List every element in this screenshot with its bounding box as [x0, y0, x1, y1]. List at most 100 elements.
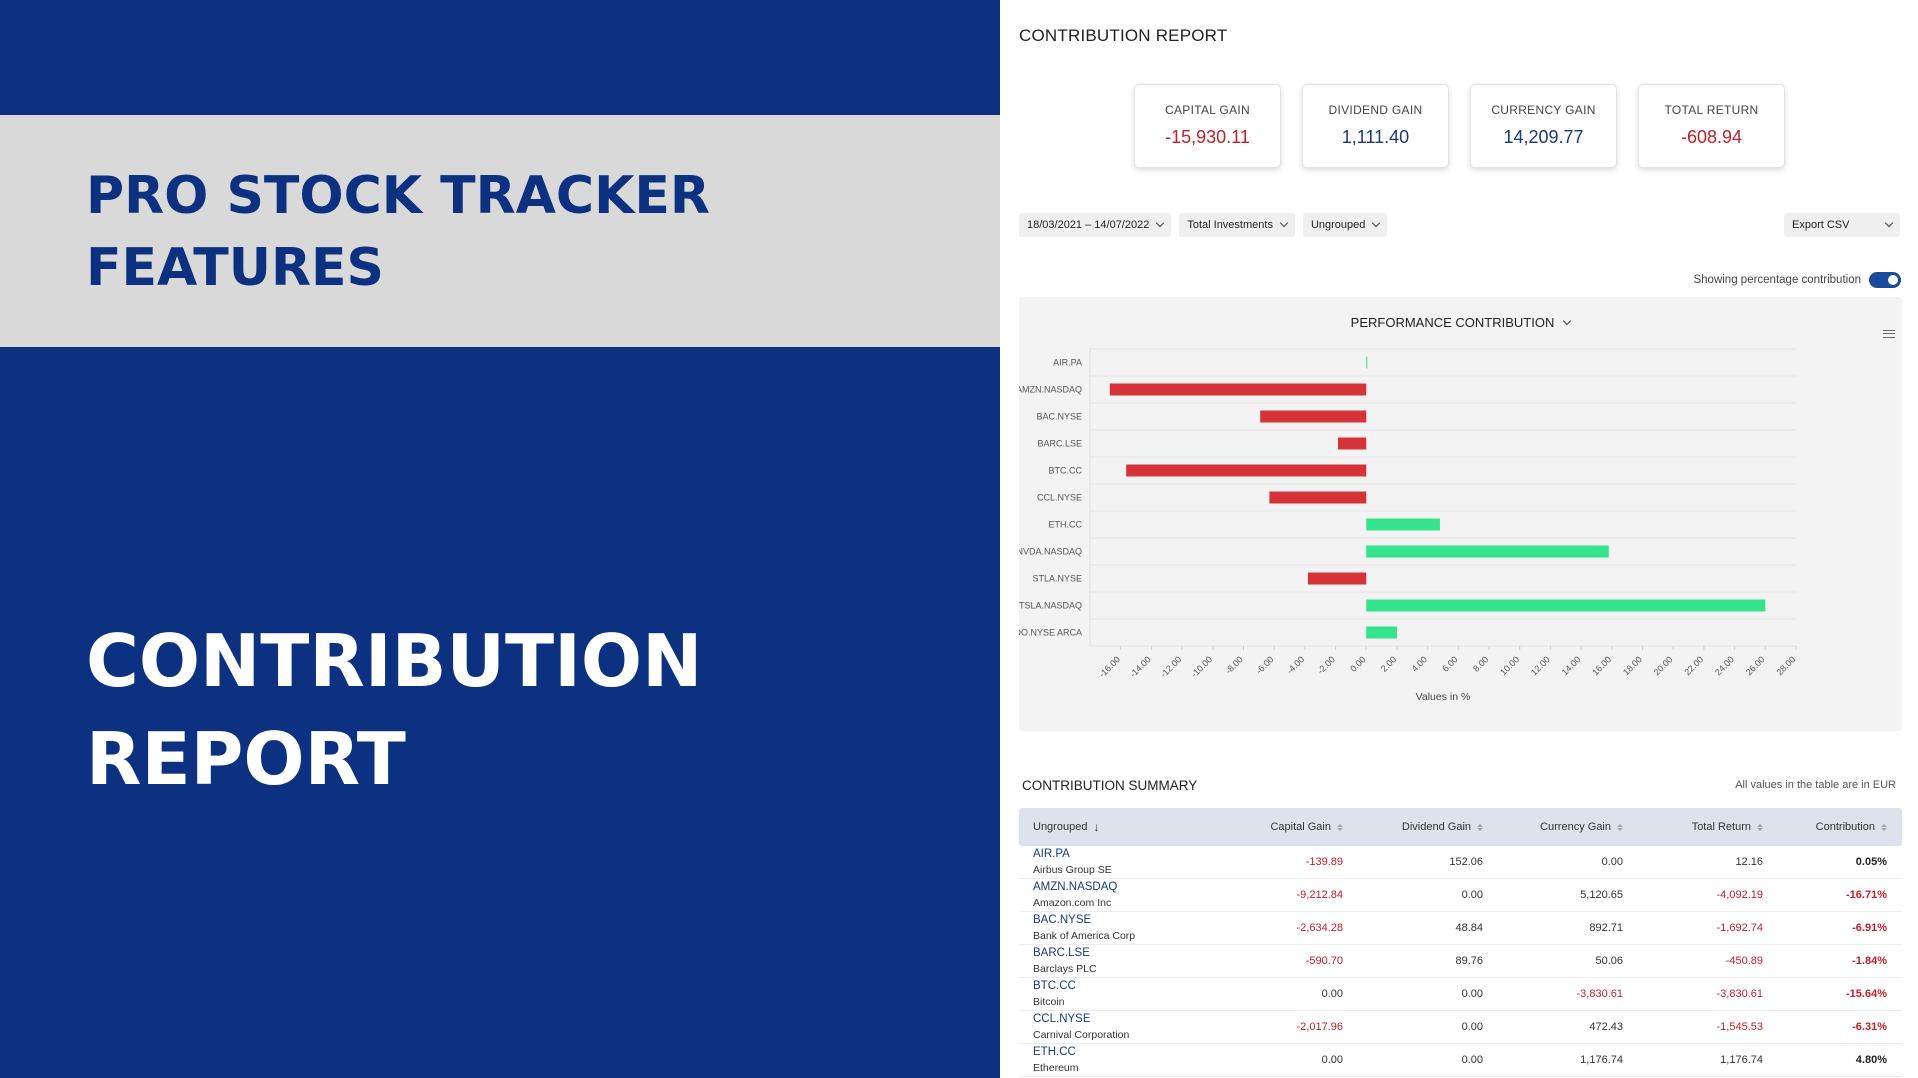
- category-label: BTC.CC: [1049, 466, 1083, 476]
- contribution-cell: -15.64%: [1846, 988, 1887, 1000]
- instrument-cell: BAC.NYSE Bank of America Corp: [1019, 914, 1211, 943]
- bar-nvda-nasdaq: [1366, 545, 1609, 558]
- chevron-down-icon: [1884, 218, 1894, 228]
- sort-icon: [1881, 823, 1887, 831]
- currency-cell: -3,830.61: [1576, 988, 1623, 1000]
- total-cell: -4,092.19: [1716, 889, 1763, 901]
- bar-ccl-nyse: [1269, 491, 1367, 504]
- table-row[interactable]: CCL.NYSE Carnival Corporation -2,017.96 0.0…: [1019, 1011, 1902, 1044]
- date-range-select[interactable]: 18/03/2021 – 14/07/2022: [1019, 213, 1172, 237]
- column-header-total-return[interactable]: Total Return: [1623, 821, 1763, 833]
- column-header-currency-gain[interactable]: Currency Gain: [1483, 821, 1623, 833]
- column-header-dividend-gain[interactable]: Dividend Gain: [1343, 821, 1483, 833]
- column-header-label: Capital Gain: [1270, 821, 1331, 833]
- instrument-name: Bitcoin: [1033, 995, 1065, 1008]
- bar-air-pa: [1366, 356, 1368, 369]
- bar-bac-nyse: [1260, 410, 1367, 423]
- sort-icon: [1337, 823, 1343, 831]
- table-row[interactable]: ETH.CC Ethereum 0.00 0.00 1,176.74 1,176.74 4.…: [1019, 1044, 1902, 1077]
- dividend-cell: 0.00: [1461, 889, 1483, 901]
- capital-cell: -9,212.84: [1296, 889, 1343, 901]
- dividend-cell: 89.76: [1455, 955, 1483, 967]
- percentage-toggle[interactable]: [1869, 272, 1901, 288]
- instrument-symbol-link[interactable]: BTC.CC: [1033, 979, 1076, 992]
- sort-icon: [1617, 823, 1623, 831]
- hero-title-line-2: REPORT: [86, 717, 406, 801]
- kpi-value: 1,111.40: [1341, 127, 1410, 147]
- grouping-select[interactable]: Ungrouped: [1302, 213, 1388, 237]
- export-csv-select[interactable]: Export CSV: [1784, 213, 1900, 237]
- total-cell: 12.16: [1735, 856, 1763, 868]
- table-row[interactable]: BAC.NYSE Bank of America Corp -2,634.28 48.…: [1019, 912, 1902, 945]
- x-tick-label: 18.00: [1621, 654, 1644, 677]
- bar-btc-cc: [1126, 464, 1367, 477]
- hero-title: CONTRIBUTION REPORT: [86, 612, 702, 808]
- instrument-symbol-link[interactable]: BAC.NYSE: [1033, 913, 1092, 926]
- kpi-total-return: TOTAL RETURN -608.94: [1638, 84, 1785, 168]
- dividend-cell: 0.00: [1461, 1021, 1483, 1033]
- chart-title-dropdown[interactable]: PERFORMANCE CONTRIBUTION: [1019, 315, 1902, 330]
- dividend-cell: 0.00: [1461, 1054, 1483, 1066]
- contribution-cell: 0.05%: [1855, 856, 1887, 868]
- table-row[interactable]: BARC.LSE Barclays PLC -590.70 89.76 50.06 -45…: [1019, 945, 1902, 978]
- x-tick-label: -16.00: [1097, 654, 1122, 679]
- dividend-cell: 152.06: [1449, 856, 1483, 868]
- category-label: NVDA.NASDAQ: [1019, 547, 1082, 557]
- x-tick-label: -6.00: [1254, 654, 1276, 676]
- chevron-down-icon: [1279, 218, 1289, 228]
- export-label: Export CSV: [1792, 219, 1850, 231]
- capital-cell: 0.00: [1321, 988, 1343, 1000]
- chevron-down-icon: [1372, 218, 1381, 228]
- summary-title: CONTRIBUTION SUMMARY: [1022, 778, 1198, 793]
- x-tick-label: -10.00: [1189, 654, 1214, 679]
- instrument-cell: CCL.NYSE Carnival Corporation: [1019, 1013, 1211, 1042]
- instrument-name: Barclays PLC: [1033, 962, 1097, 975]
- x-tick-label: -2.00: [1315, 654, 1337, 676]
- date-range-label: 18/03/2021 – 14/07/2022: [1027, 219, 1150, 231]
- instrument-symbol-link[interactable]: BARC.LSE: [1033, 946, 1090, 959]
- x-tick-label: 12.00: [1529, 654, 1552, 677]
- instrument-name: Airbus Group SE: [1033, 863, 1112, 876]
- kpi-row: CAPITAL GAIN -15,930.11 DIVIDEND GAIN 1,…: [1134, 84, 1785, 168]
- column-header-contribution[interactable]: Contribution: [1763, 821, 1887, 833]
- kpi-label: CURRENCY GAIN: [1491, 103, 1596, 117]
- instrument-name: Ethereum: [1033, 1061, 1079, 1074]
- sort-icon: [1477, 823, 1483, 831]
- dividend-cell: 0.00: [1461, 988, 1483, 1000]
- instrument-symbol-link[interactable]: AMZN.NASDAQ: [1033, 880, 1118, 893]
- bar-barc-lse: [1338, 437, 1367, 450]
- contribution-cell: -1.84%: [1852, 955, 1887, 967]
- column-header-capital-gain[interactable]: Capital Gain: [1211, 821, 1343, 833]
- table-row[interactable]: AIR.PA Airbus Group SE -139.89 152.06 0.00 12…: [1019, 846, 1902, 879]
- x-tick-label: 16.00: [1590, 654, 1613, 677]
- instrument-name: Amazon.com Inc: [1033, 896, 1112, 909]
- column-header-ungrouped[interactable]: Ungrouped ↓: [1019, 820, 1211, 834]
- instrument-symbol-link[interactable]: AIR.PA: [1033, 847, 1070, 860]
- dividend-cell: 48.84: [1455, 922, 1483, 934]
- category-label: VOO.NYSE ARCA: [1019, 628, 1082, 638]
- kpi-currency-gain: CURRENCY GAIN 14,209.77: [1470, 84, 1617, 168]
- summary-note: All values in the table are in EUR: [1735, 779, 1896, 791]
- hamburger-menu-icon[interactable]: [1883, 330, 1895, 338]
- kpi-dividend-gain: DIVIDEND GAIN 1,111.40: [1302, 84, 1449, 168]
- x-tick-label: -12.00: [1158, 654, 1183, 679]
- x-tick-label: 2.00: [1379, 654, 1398, 673]
- category-label: BAC.NYSE: [1036, 412, 1082, 422]
- instrument-cell: AIR.PA Airbus Group SE: [1019, 848, 1211, 877]
- table-row[interactable]: BTC.CC Bitcoin 0.00 0.00 -3,830.61 -3,830.61 -…: [1019, 978, 1902, 1011]
- sort-arrow-down-icon: ↓: [1093, 820, 1100, 834]
- investments-select[interactable]: Total Investments: [1179, 213, 1295, 237]
- table-row[interactable]: AMZN.NASDAQ Amazon.com Inc -9,212.84 0.00 5,…: [1019, 879, 1902, 912]
- kpi-value: 14,209.77: [1503, 127, 1584, 147]
- category-label: TSLA.NASDAQ: [1019, 601, 1082, 611]
- x-tick-label: 28.00: [1774, 654, 1797, 677]
- instrument-name: Carnival Corporation: [1033, 1028, 1130, 1041]
- instrument-symbol-link[interactable]: ETH.CC: [1033, 1045, 1076, 1058]
- instrument-symbol-link[interactable]: CCL.NYSE: [1033, 1012, 1091, 1025]
- instrument-name: Bank of America Corp: [1033, 929, 1136, 942]
- contribution-report-app: CONTRIBUTION REPORT CAPITAL GAIN -15,930…: [1000, 0, 1918, 1078]
- capital-cell: 0.00: [1321, 1054, 1343, 1066]
- instrument-cell: BTC.CC Bitcoin: [1019, 980, 1211, 1009]
- category-label: ETH.CC: [1049, 520, 1083, 530]
- table-body: AIR.PA Airbus Group SE -139.89 152.06 0.00 12…: [1019, 846, 1902, 1077]
